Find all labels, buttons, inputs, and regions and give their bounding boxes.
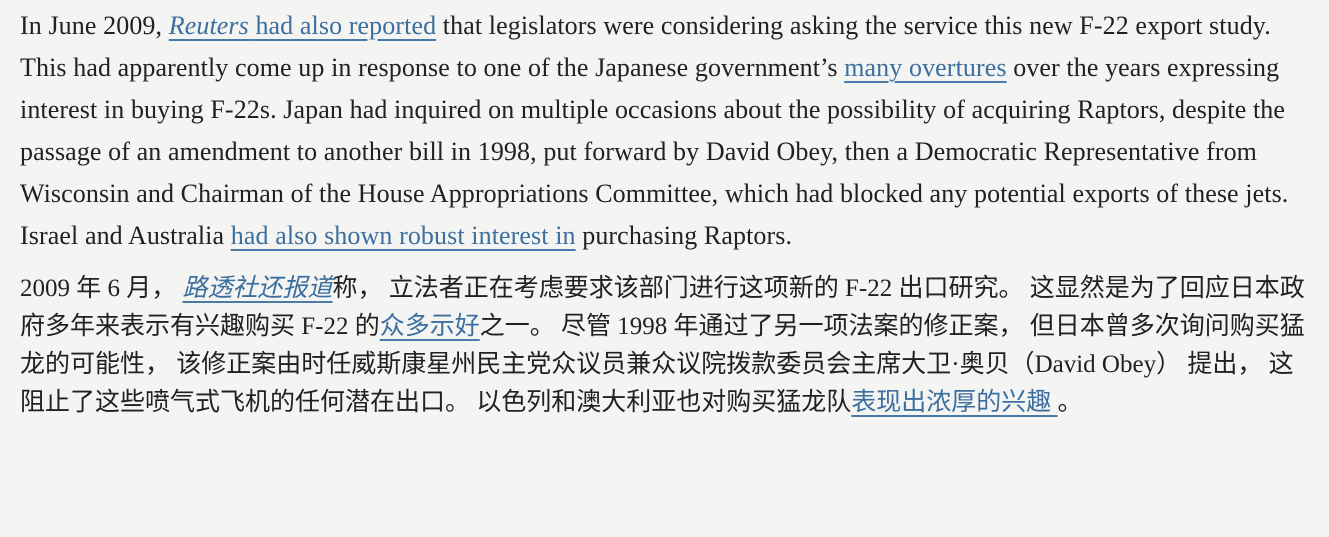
text-run-en-closing: purchasing Raptors.: [575, 221, 793, 250]
reuters-italic-text: Reuters: [168, 11, 249, 40]
text-run-en-middle: over the years expressing interest in bu…: [20, 53, 1289, 250]
many-overtures-link-zh[interactable]: 众多示好: [379, 313, 480, 340]
text-run-zh-closing: 。: [1057, 389, 1083, 416]
paragraph-english: In June 2009, Reuters had also reported …: [20, 5, 1310, 257]
article-content: In June 2009, Reuters had also reported …: [20, 5, 1310, 422]
robust-interest-link-zh[interactable]: 表现出浓厚的兴趣: [851, 389, 1058, 416]
text-run-zh-middle: 之一。 尽管 1998 年通过了另一项法案的修正案， 但日本曾多次询问购买猛龙的…: [20, 313, 1305, 416]
many-overtures-link-en[interactable]: many overtures: [844, 53, 1007, 82]
text-run-en-intro: In June 2009,: [20, 11, 169, 40]
robust-interest-link-en[interactable]: had also shown robust interest in: [230, 221, 576, 250]
paragraph-chinese: 2009 年 6 月， 路透社还报道称， 立法者正在考虑要求该部门进行这项新的 …: [20, 270, 1310, 422]
text-run-zh-intro: 2009 年 6 月，: [20, 275, 183, 302]
reuters-report-link-en[interactable]: Reuters had also reported: [169, 11, 436, 40]
reuters-rest-text: had also reported: [248, 11, 437, 40]
reuters-report-link-zh[interactable]: 路透社还报道: [182, 275, 333, 302]
text-run-en-after-reuters: that legislators were considering asking…: [20, 11, 1271, 82]
text-run-zh-after-reuters: 称， 立法者正在考虑要求该部门进行这项新的 F-22 出口研究。 这显然是为了回…: [20, 275, 1305, 340]
